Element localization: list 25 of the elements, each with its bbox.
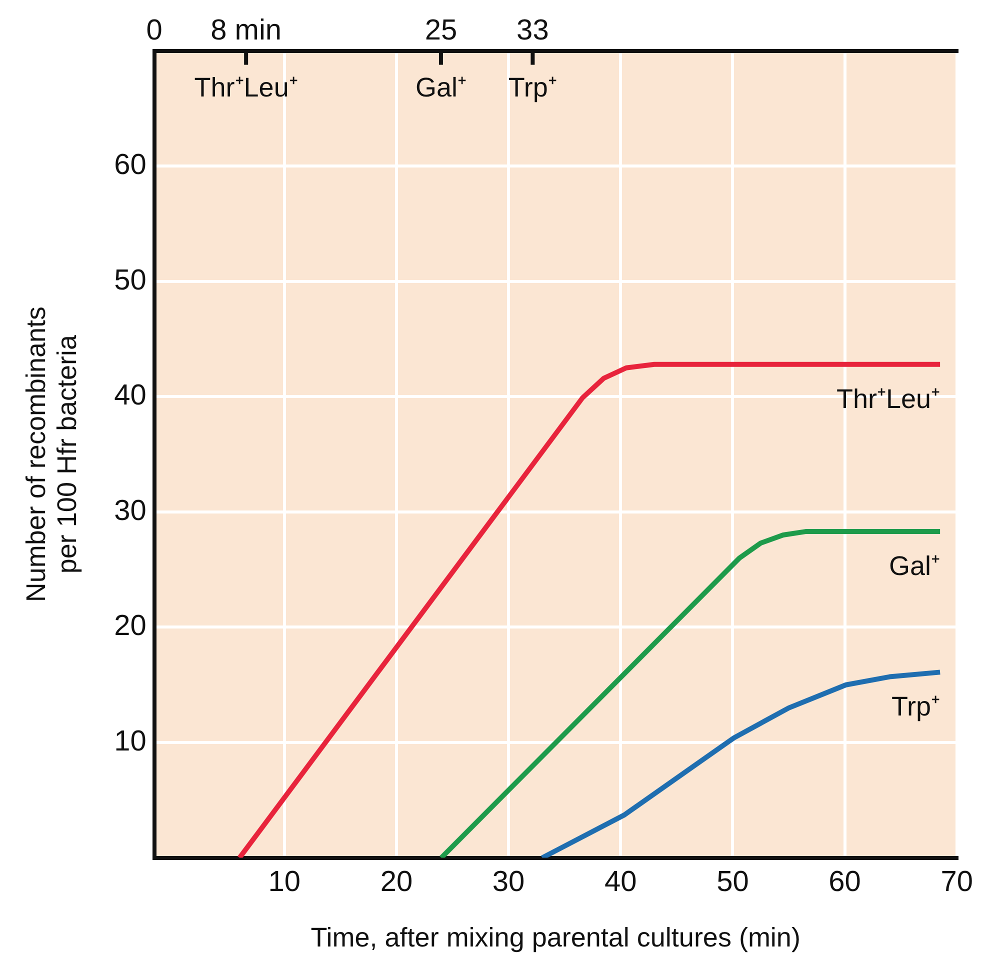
series-label: Gal⁺ — [889, 550, 940, 581]
y-tick-label: 50 — [114, 264, 146, 296]
series-label: Thr⁺Leu⁺ — [836, 384, 940, 414]
x2-tick-label: 33 — [516, 14, 549, 46]
x2-tick-label: 8 min — [210, 14, 282, 46]
y-tick-label: 30 — [114, 494, 146, 527]
x-tick-label: 10 — [268, 866, 301, 898]
x-tick-label: 30 — [492, 866, 525, 898]
x-tick-label: 70 — [940, 866, 974, 898]
x-tick-label: 40 — [604, 866, 637, 898]
y-tick-label: 20 — [114, 610, 146, 642]
x-tick-label: 50 — [716, 866, 749, 898]
x2-tick-label: 25 — [424, 14, 458, 46]
x2-tick-label: 0 — [146, 14, 162, 46]
series-label: Trp⁺ — [892, 692, 940, 722]
y-tick-label: 60 — [114, 149, 146, 182]
x-axis-title: Time, after mixing parental cultures (min) — [310, 922, 800, 952]
y-axis-title: Number of recombinants per 100 Hfr bacteria — [20, 306, 82, 602]
y-tick-label: 40 — [114, 380, 146, 412]
y-tick-label: 10 — [114, 726, 146, 758]
annotation: Thr⁺Leu⁺ — [194, 72, 298, 102]
annotation: Gal⁺ — [415, 72, 466, 102]
annotation: Trp⁺ — [508, 72, 557, 102]
x-tick-label: 60 — [828, 866, 861, 898]
x-tick-label: 20 — [380, 866, 413, 898]
